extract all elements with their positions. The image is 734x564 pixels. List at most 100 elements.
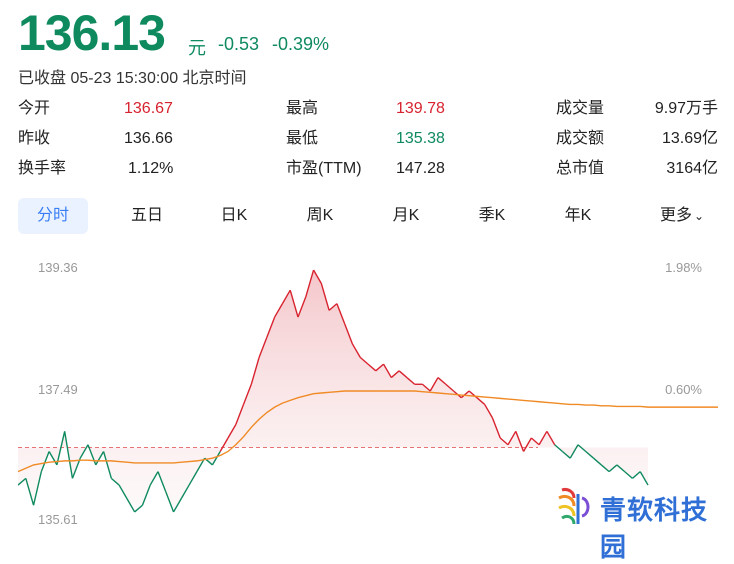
price-line-segment bbox=[577, 444, 587, 453]
tab-intraday[interactable]: 分时 bbox=[18, 198, 88, 234]
stat-label-market-cap: 总市值 bbox=[556, 160, 605, 177]
price-line-segment bbox=[336, 303, 346, 325]
y-tick-bottom: 135.61 bbox=[38, 512, 78, 527]
price-line-segment bbox=[538, 430, 548, 446]
price-line-segment bbox=[102, 451, 113, 479]
price-line-segment bbox=[235, 404, 245, 425]
price-line-segment bbox=[546, 430, 556, 446]
price-line-segment bbox=[305, 269, 315, 298]
tab-monthly-k[interactable]: 月K bbox=[392, 207, 420, 224]
stat-label-high: 最高 bbox=[286, 100, 319, 117]
price-line-segment bbox=[297, 296, 307, 318]
watermark-text: 青软科技园 bbox=[600, 495, 709, 562]
price-line-segment bbox=[258, 336, 268, 358]
price-change-pct: -0.39% bbox=[272, 34, 330, 54]
price-line-segment bbox=[134, 504, 143, 513]
tab-quarterly-k[interactable]: 季K bbox=[478, 207, 506, 224]
price-line-segment bbox=[227, 424, 237, 439]
price-line-segment bbox=[250, 357, 260, 385]
stat-value-low: 135.38 bbox=[396, 130, 445, 147]
stats-row: 换手率 1.12% 市盈(TTM) 147.28 总市值 3164亿 bbox=[18, 158, 718, 188]
price-line-segment bbox=[211, 451, 221, 466]
price-line-segment bbox=[289, 289, 299, 318]
intraday-chart[interactable]: 139.36 137.49 135.61 1.98% 0.60% bbox=[17, 248, 718, 534]
price-line-segment bbox=[406, 377, 416, 385]
price-line-segment bbox=[180, 484, 190, 499]
price-line-segment bbox=[624, 471, 633, 479]
price-line-segment bbox=[421, 383, 431, 392]
logo-icon bbox=[558, 488, 590, 525]
price-line-segment bbox=[242, 384, 252, 405]
price-line-segment bbox=[484, 404, 494, 419]
price-line-segment bbox=[25, 478, 35, 506]
stat-label-pe: 市盈(TTM) bbox=[286, 160, 362, 177]
stat-value-prev-close: 136.66 bbox=[124, 130, 173, 147]
current-price: 136.13 bbox=[18, 5, 166, 61]
price-line-segment bbox=[507, 430, 517, 446]
price-line-segment bbox=[375, 363, 385, 372]
price-line-segment bbox=[499, 437, 509, 446]
market-status: 已收盘 05-23 15:30:00 北京时间 bbox=[18, 70, 247, 87]
tab-more-label: 更多 bbox=[659, 207, 692, 224]
price-line-segment bbox=[274, 303, 284, 318]
y-tick-right-top: 1.98% bbox=[665, 260, 702, 275]
price-line-segment bbox=[40, 451, 50, 472]
price-line-segment bbox=[398, 370, 408, 379]
average-price-line bbox=[17, 390, 718, 473]
tab-five-day[interactable]: 五日 bbox=[130, 207, 163, 224]
stat-value-turnover: 13.69亿 bbox=[661, 130, 718, 147]
price-line-segment bbox=[17, 477, 27, 486]
price-line-segment bbox=[561, 450, 571, 459]
price-line-segment bbox=[530, 437, 540, 446]
price-line-segment bbox=[515, 431, 525, 452]
price-line-segment bbox=[48, 451, 58, 466]
stat-label-low: 最低 bbox=[286, 130, 319, 147]
stat-value-pe: 147.28 bbox=[396, 160, 445, 177]
tab-weekly-k[interactable]: 周K bbox=[306, 207, 334, 224]
price-line-segment bbox=[608, 464, 618, 473]
stat-value-high: 139.78 bbox=[396, 100, 445, 117]
price-line-segment bbox=[554, 444, 563, 453]
price-area-fill bbox=[18, 270, 648, 512]
price-line-segment bbox=[460, 390, 470, 399]
price-line-segment bbox=[328, 303, 338, 311]
price-line-segment bbox=[266, 316, 276, 338]
stat-label-volume: 成交量 bbox=[556, 100, 605, 117]
price-line-segment bbox=[390, 370, 400, 379]
stat-label-open: 今开 bbox=[18, 100, 51, 117]
price-unit: 元 bbox=[188, 38, 206, 58]
y-tick-top: 139.36 bbox=[38, 260, 78, 275]
price-line-segment bbox=[600, 464, 610, 473]
price-line-segment bbox=[445, 383, 455, 392]
price-line-segment bbox=[367, 363, 377, 372]
price-line-segment bbox=[631, 471, 641, 479]
tab-daily-k[interactable]: 日K bbox=[220, 207, 248, 224]
y-tick-mid: 137.49 bbox=[38, 382, 78, 397]
stat-label-turnover: 成交额 bbox=[556, 130, 605, 147]
price-line-segment bbox=[87, 444, 97, 466]
price-line-segment bbox=[616, 464, 626, 473]
price-line-segment bbox=[359, 356, 369, 365]
tab-yearly-k[interactable]: 年K bbox=[564, 207, 592, 224]
price-line-segment bbox=[312, 269, 322, 284]
tab-more[interactable]: 更多 ⌄ bbox=[646, 198, 718, 234]
price-line-segment bbox=[281, 289, 291, 304]
price-line-segment bbox=[79, 444, 89, 459]
price-line-segment bbox=[429, 377, 439, 392]
price-line-segment bbox=[593, 457, 602, 466]
stats-row: 今开 136.67 最高 139.78 成交量 9.97万手 bbox=[18, 98, 718, 128]
price-line-segment bbox=[149, 471, 159, 486]
price-line-segment bbox=[126, 498, 136, 513]
price-line-segment bbox=[585, 450, 595, 459]
price-line-segment bbox=[219, 437, 229, 452]
chevron-down-icon: ⌄ bbox=[693, 209, 705, 223]
chart-plot bbox=[17, 269, 718, 513]
price-line-segment bbox=[569, 444, 579, 459]
stats-row: 昨收 136.66 最低 135.38 成交额 13.69亿 bbox=[18, 128, 718, 158]
y-tick-right-mid: 0.60% bbox=[665, 382, 702, 397]
watermark-logo: 青软科技园 bbox=[556, 484, 726, 562]
price-line-segment bbox=[491, 417, 501, 439]
stat-value-market-cap: 3164亿 bbox=[666, 160, 718, 177]
price-line-segment bbox=[32, 471, 43, 506]
price-change: -0.53 bbox=[218, 34, 260, 54]
